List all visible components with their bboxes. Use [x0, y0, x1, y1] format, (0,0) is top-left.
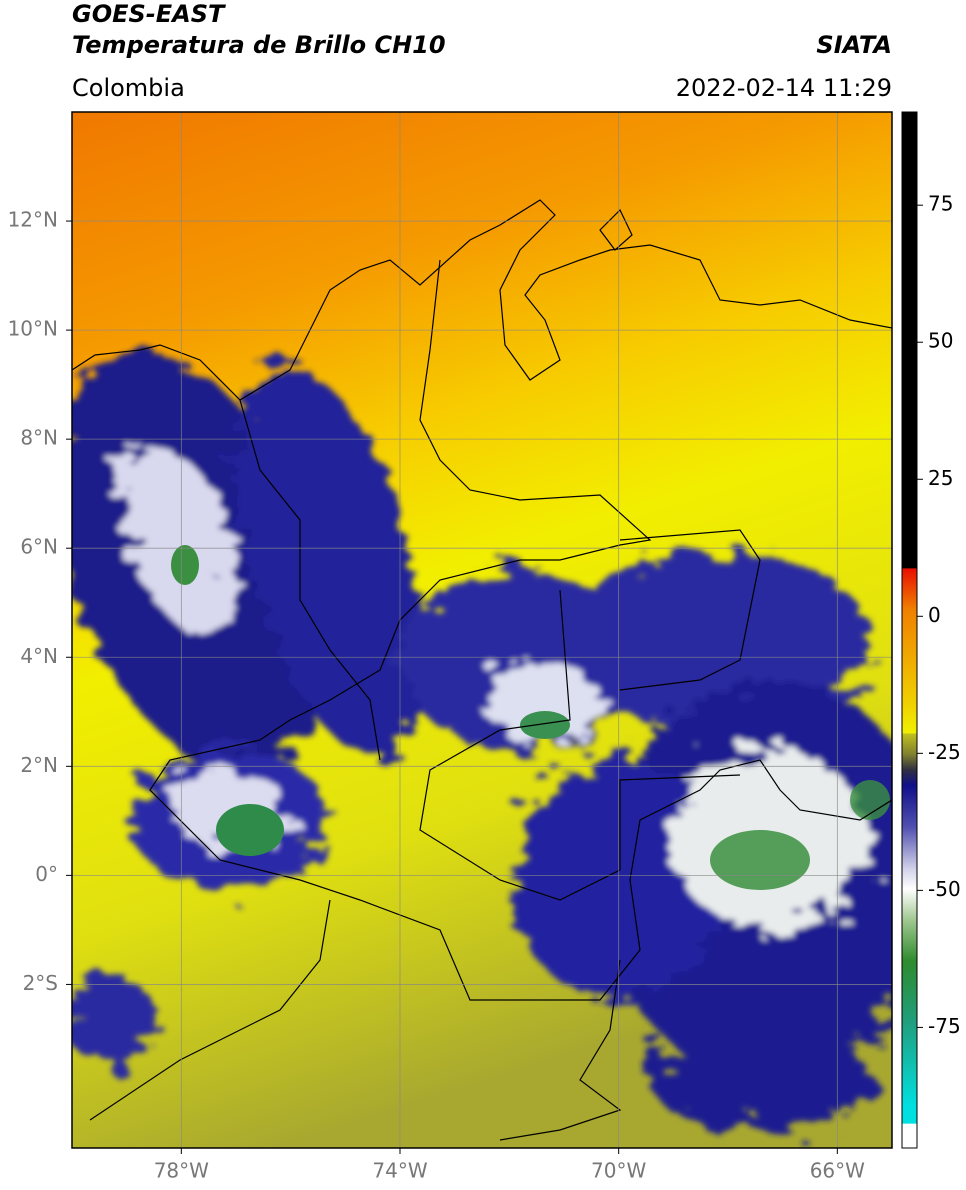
x-tick-label: 70°W — [591, 1159, 646, 1183]
y-tick-label: 0° — [35, 862, 58, 886]
map-frame — [71, 111, 893, 1149]
title: GOES-EAST — [72, 0, 226, 28]
colorbar-label: 50 — [928, 329, 953, 353]
colorbar-label: 0 — [928, 603, 941, 627]
y-tick-label: 10°N — [8, 317, 58, 341]
y-tick-label: 4°N — [20, 644, 58, 668]
source: SIATA — [816, 31, 892, 59]
x-tick-label: 78°W — [154, 1159, 209, 1183]
borders — [72, 199, 892, 1141]
y-tick-label: 2°S — [23, 971, 58, 995]
y-tick-label: 2°N — [20, 753, 58, 777]
y-tick-label: 6°N — [20, 535, 58, 559]
region: Colombia — [72, 74, 185, 102]
colorbar-label: 75 — [928, 192, 953, 216]
graticule — [72, 112, 892, 1148]
colorbar-label: -75 — [928, 1014, 961, 1038]
datetime: 2022-02-14 11:29 — [676, 74, 892, 102]
y-tick-label: 8°N — [20, 426, 58, 450]
colorbar-label: -25 — [928, 740, 961, 764]
y-tick-label: 12°N — [8, 208, 58, 232]
x-tick-label: 74°W — [372, 1159, 427, 1183]
colorbar-label: -50 — [928, 877, 961, 901]
x-tick-label: 66°W — [810, 1159, 865, 1183]
colorbar — [901, 111, 918, 1149]
subtitle: Temperatura de Brillo CH10 — [72, 31, 446, 59]
satellite-image — [72, 112, 892, 1148]
colorbar-label: 25 — [928, 466, 953, 490]
